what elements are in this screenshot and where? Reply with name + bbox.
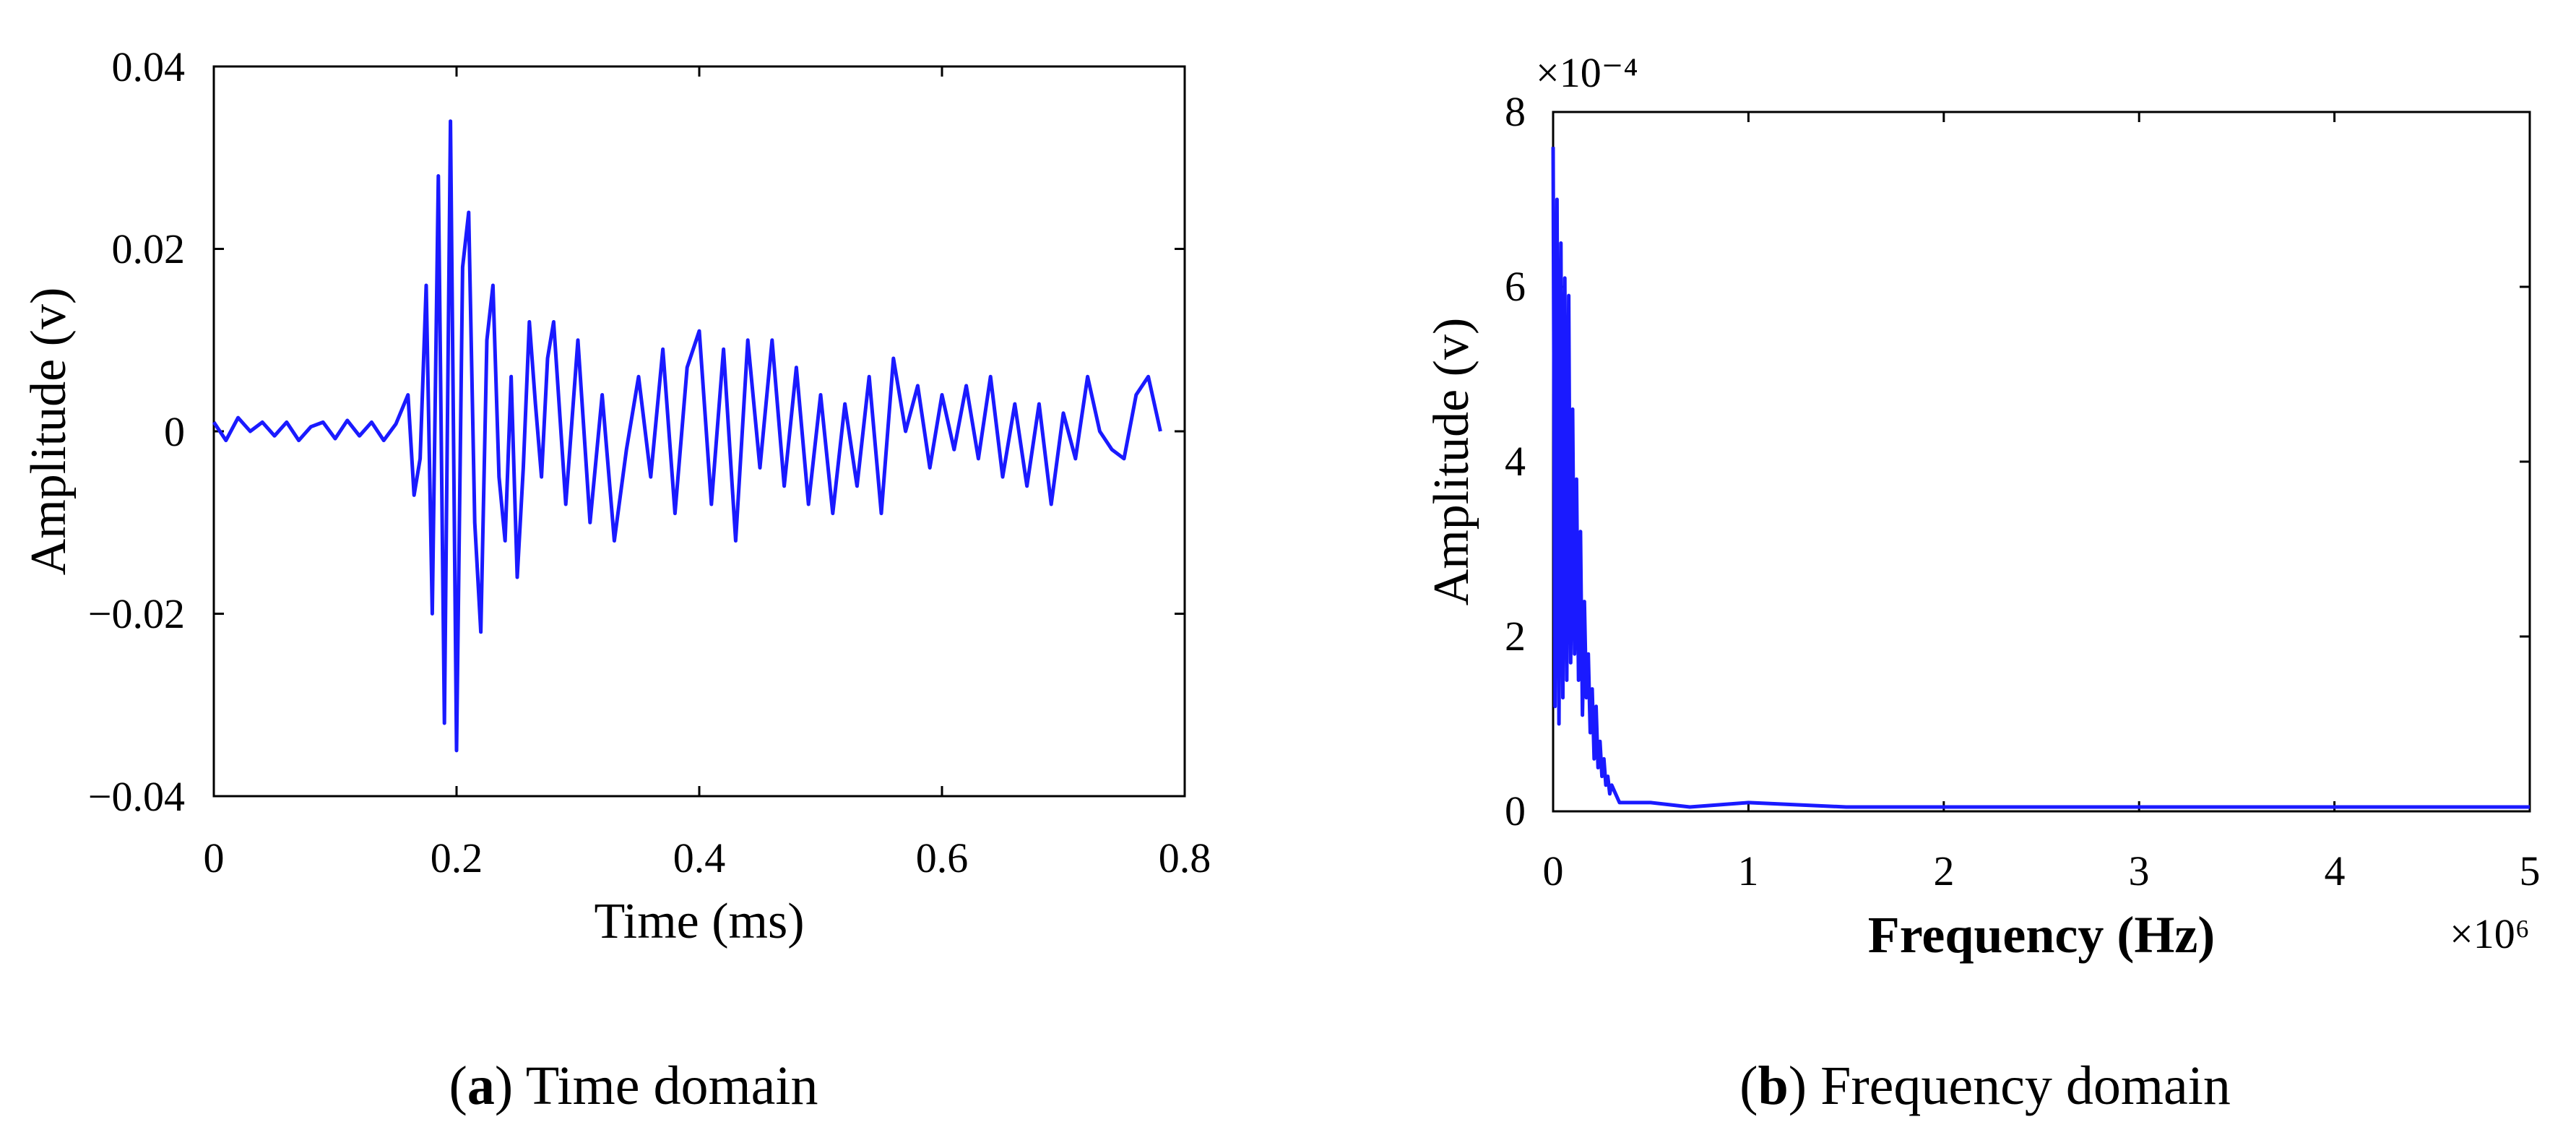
- plot-a-ytick-1: 0.02: [112, 225, 186, 272]
- caption-a-label: a: [467, 1056, 495, 1116]
- plot-b-ytick-1: 6: [1505, 263, 1526, 310]
- plot-b-ytick-0: 8: [1505, 88, 1526, 135]
- plot-b-ytick-4: 0: [1505, 787, 1526, 834]
- plot-b-ytick-2: 4: [1505, 438, 1526, 485]
- plot-b-frame: [1552, 111, 2531, 813]
- plot-a-xtick-3: 0.6: [916, 834, 969, 881]
- plot-b-xtick-3: 3: [2129, 847, 2150, 894]
- plot-b-spectrum-line: [1551, 147, 2530, 809]
- plot-a-ylabel: Amplitude (v): [21, 288, 77, 576]
- plot-b-xtick-4: 4: [2325, 847, 2346, 894]
- panel-a: 0 0.2 0.4 0.6 0.8 0.04 0.02 0 −0.02 −0.0…: [21, 43, 1211, 1116]
- plot-a-ytick-4: −0.04: [88, 773, 185, 820]
- plot-b-xtick-1: 1: [1738, 847, 1759, 894]
- panel-b: 0 1 2 3 4 5 8 6 4 2 0 ×10⁻⁴ ×10⁶ Frequen…: [1424, 49, 2541, 1116]
- plot-b-x-multiplier: ×10⁶: [2450, 910, 2530, 957]
- plot-b-ticks: [1552, 111, 2531, 813]
- plot-a-xtick-1: 0.2: [431, 834, 483, 881]
- plot-a-waveform-line: [212, 119, 1162, 753]
- plot-b-ytick-3: 2: [1505, 613, 1526, 660]
- plot-a-ytick-2: 0: [164, 408, 185, 455]
- plot-b-xtick-2: 2: [1934, 847, 1955, 894]
- plot-b-xtick-0: 0: [1543, 847, 1564, 894]
- caption-b-label: b: [1758, 1056, 1788, 1116]
- plot-a-xtick-4: 0.8: [1159, 834, 1211, 881]
- plot-a-ytick-0: 0.04: [112, 43, 186, 90]
- plot-a-frame: [212, 65, 1186, 798]
- plot-a-xlabel: Time (ms): [594, 894, 804, 949]
- plot-b-ylabel: Amplitude (v): [1424, 318, 1479, 606]
- plot-b-xlabel: Frequency (Hz): [1868, 906, 2216, 964]
- plot-a-xtick-2: 0.4: [673, 834, 726, 881]
- caption-a: (a) Time domain: [449, 1056, 818, 1116]
- caption-a-text: Time domain: [513, 1056, 818, 1116]
- plot-b-xtick-5: 5: [2520, 847, 2541, 894]
- caption-b: (b) Frequency domain: [1739, 1056, 2231, 1116]
- plot-a-xtick-0: 0: [204, 834, 225, 881]
- caption-b-text: Frequency domain: [1807, 1056, 2231, 1116]
- plot-a-ticks: [212, 65, 1186, 798]
- plot-a-ytick-3: −0.02: [88, 590, 185, 637]
- plot-b-y-multiplier: ×10⁻⁴: [1536, 49, 1638, 96]
